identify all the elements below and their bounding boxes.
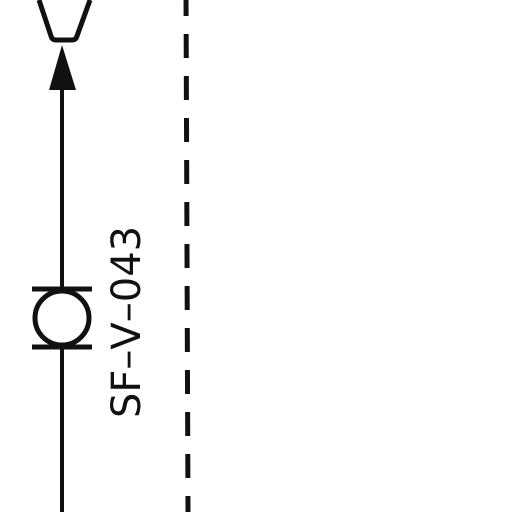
flow-arrow-icon xyxy=(49,45,76,90)
reducer-icon xyxy=(36,0,93,43)
valve-icon xyxy=(32,286,92,350)
valve-tag-label: SF–V–043 xyxy=(104,226,150,418)
boundary-dashed-line xyxy=(183,0,191,512)
